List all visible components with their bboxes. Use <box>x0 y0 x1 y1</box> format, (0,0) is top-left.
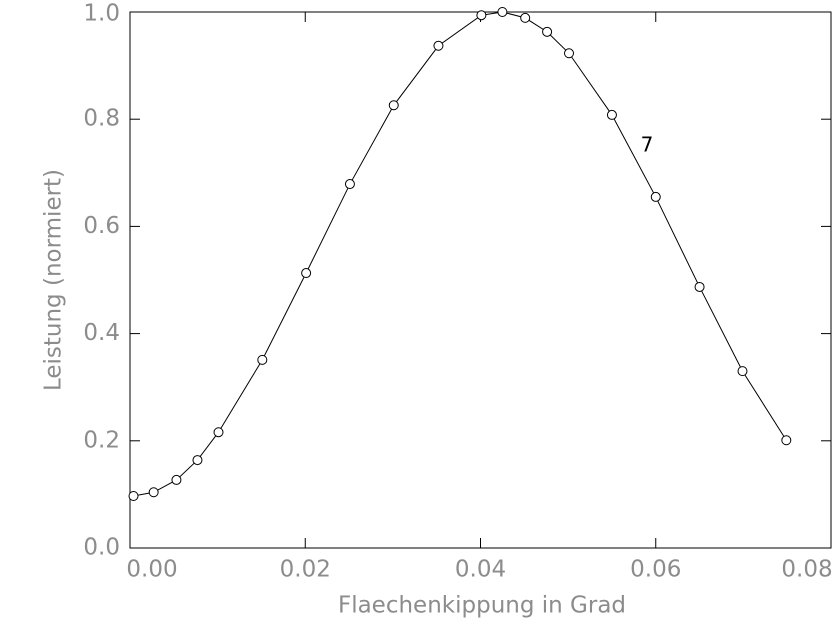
data-point <box>128 491 139 502</box>
data-point <box>148 487 159 498</box>
data-line <box>133 11 787 497</box>
x-tick-label: 0.02 <box>280 557 331 583</box>
y-tick-label: 0.0 <box>83 535 120 561</box>
data-point <box>650 191 661 202</box>
data-point <box>344 179 355 190</box>
data-point <box>213 427 224 438</box>
data-point <box>737 366 748 377</box>
x-tick-label: 0.04 <box>455 557 506 583</box>
data-point <box>301 268 312 279</box>
data-point <box>606 109 617 120</box>
x-tick-label: 0.00 <box>126 557 177 583</box>
y-tick-label: 1.0 <box>83 1 120 27</box>
x-tick-label: 0.08 <box>781 557 832 583</box>
data-point <box>520 12 531 23</box>
data-point <box>257 354 268 365</box>
y-tick-label: 0.6 <box>83 213 120 239</box>
data-point <box>694 281 705 292</box>
annotation: 7 <box>641 133 654 157</box>
plot-frame <box>129 11 832 549</box>
data-point <box>476 10 487 21</box>
y-tick-label: 0.4 <box>83 320 120 346</box>
data-point <box>497 7 508 17</box>
y-tick-label: 0.2 <box>83 427 120 453</box>
data-point <box>171 474 182 485</box>
x-axis-label: Flaechenkippung in Grad <box>338 593 626 619</box>
x-tick-label: 0.06 <box>630 557 681 583</box>
data-point <box>781 435 792 446</box>
data-point <box>542 26 553 37</box>
y-tick-label: 0.8 <box>83 106 120 132</box>
y-axis-label: Leistung (normiert) <box>41 169 67 391</box>
data-point <box>388 100 399 111</box>
data-point <box>192 455 203 466</box>
data-point <box>564 48 575 59</box>
data-point <box>433 40 444 51</box>
